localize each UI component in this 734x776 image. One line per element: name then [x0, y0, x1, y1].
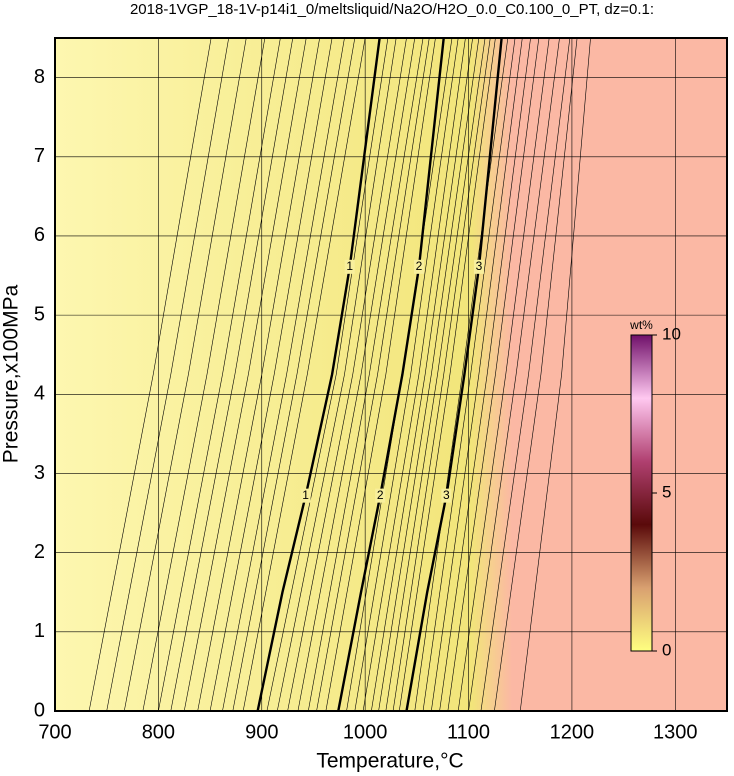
y-tick-label: 4 — [34, 383, 45, 405]
contour-line — [519, 37, 591, 712]
chart-title: 2018-1VGP_18-1V-p14i1_0/meltsliquid/Na2O… — [130, 1, 654, 18]
contour-label: 2 — [416, 259, 423, 273]
x-axis-label: Temperature,°C — [316, 750, 463, 773]
contour-line — [242, 37, 366, 712]
y-tick-label: 2 — [34, 541, 45, 563]
contour-label-bg — [300, 488, 311, 503]
x-tick-label: 1200 — [550, 721, 595, 743]
contour-line — [123, 37, 247, 712]
contour-line — [439, 37, 531, 712]
contour-line — [422, 37, 516, 712]
x-tick-label: 1000 — [343, 721, 388, 743]
y-tick-label: 8 — [34, 66, 45, 88]
y-tick-label: 0 — [34, 699, 45, 721]
x-tick-label: 800 — [142, 721, 175, 743]
contour-line — [232, 37, 356, 712]
contour-line — [316, 37, 430, 712]
contour-label-bg — [344, 259, 355, 274]
contour-label: 3 — [443, 488, 450, 502]
y-tick-label: 1 — [34, 620, 45, 642]
major-contour-line — [337, 37, 445, 712]
contour-line — [468, 37, 560, 712]
contour-line — [447, 37, 540, 712]
x-tick-label: 1300 — [653, 721, 698, 743]
contour-line — [398, 37, 496, 712]
contour-line — [183, 37, 307, 712]
contour-line — [170, 37, 294, 712]
contour-line — [325, 37, 436, 712]
contour-line — [392, 37, 491, 712]
contour-line — [266, 37, 389, 712]
contour-line — [158, 37, 281, 712]
contour-label: 1 — [346, 259, 353, 273]
colorbar-tick-label: 0 — [662, 640, 671, 659]
contour-line — [222, 37, 345, 712]
contour-label-bg — [473, 259, 484, 274]
contour-line — [414, 37, 509, 712]
colorbar-tick-label: 10 — [662, 324, 681, 343]
x-tick-label: 700 — [38, 721, 71, 743]
contour-label: 1 — [302, 488, 309, 502]
contour-line — [431, 37, 523, 712]
contour-label: 2 — [377, 488, 384, 502]
major-contour-line — [256, 37, 381, 712]
y-axis-label: Pressure,x100MPa — [0, 284, 23, 463]
colorbar-tick-label: 5 — [662, 482, 671, 501]
contour-line — [480, 37, 571, 712]
contour-line — [88, 37, 212, 712]
contour-line — [378, 37, 480, 712]
contour-line — [142, 37, 266, 712]
contour-line — [276, 37, 397, 712]
contour-label-bg — [375, 488, 386, 503]
contour-line — [362, 37, 466, 712]
contour-line — [354, 37, 459, 712]
contour-line — [494, 37, 578, 712]
contour-line — [457, 37, 550, 712]
contour-line — [297, 37, 416, 712]
contour-line — [307, 37, 424, 712]
y-tick-label: 3 — [34, 462, 45, 484]
major-contour-line — [405, 37, 503, 712]
x-tick-label: 1100 — [447, 721, 490, 743]
contour-line — [287, 37, 407, 712]
colorbar-label: wt% — [629, 318, 653, 332]
contour-line — [371, 37, 473, 712]
y-tick-label: 5 — [34, 303, 45, 325]
contour-line — [106, 37, 229, 712]
x-tick-label: 900 — [245, 721, 278, 743]
plot-frame — [54, 37, 728, 712]
plot-background — [55, 38, 727, 711]
y-tick-label: 6 — [34, 224, 45, 246]
contour-line — [209, 37, 333, 712]
contour-label-bg — [441, 488, 452, 503]
contour-label: 3 — [476, 259, 483, 273]
contour-line — [385, 37, 486, 712]
y-tick-label: 7 — [34, 145, 45, 167]
contour-line — [197, 37, 320, 712]
contour-label-bg — [413, 259, 424, 274]
colorbar — [630, 334, 653, 652]
